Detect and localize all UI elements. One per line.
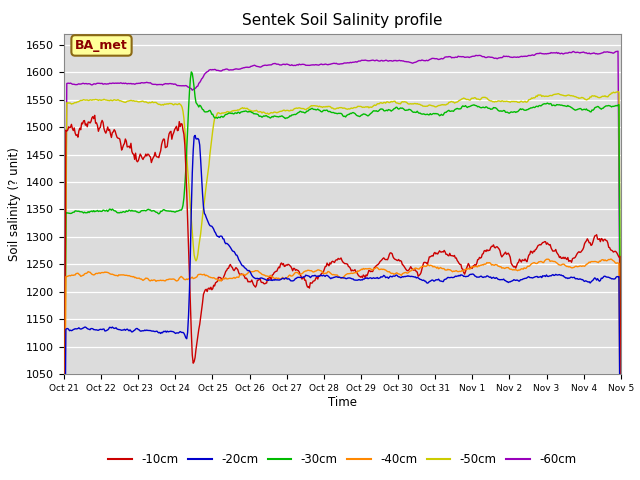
Legend: -10cm, -20cm, -30cm, -40cm, -50cm, -60cm: -10cm, -20cm, -30cm, -40cm, -50cm, -60cm [104,448,581,471]
Title: Sentek Soil Salinity profile: Sentek Soil Salinity profile [242,13,443,28]
Text: BA_met: BA_met [75,39,128,52]
Y-axis label: Soil salinity (? unit): Soil salinity (? unit) [8,147,20,261]
X-axis label: Time: Time [328,396,357,409]
